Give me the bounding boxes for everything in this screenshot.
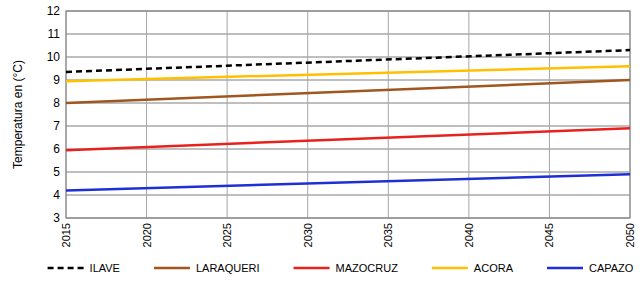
y-tick-label: 11 [48,27,61,41]
y-grid-line [66,57,630,58]
legend-swatch [547,267,583,270]
series-line [66,174,630,190]
y-grid-line [66,34,630,35]
chart: 3 4 5 6 7 8 9 10 11 12 2015 2020 2025 2030 2035 2040 204… [0,0,641,288]
grid [66,11,630,218]
x-tick-label: 2020 [141,223,153,247]
x-tick-label: 2040 [463,223,475,247]
y-tick-label: 10 [47,50,61,64]
legend-swatch [154,267,190,270]
x-grid-line [388,11,389,218]
y-tick-label: 12 [47,4,61,18]
legend-swatch [294,267,330,270]
y-tick-label: 3 [53,211,60,225]
x-tick-label: 2015 [60,223,72,247]
x-tick-label: 2050 [624,223,636,247]
y-grid-line [66,126,630,127]
y-grid-line [66,172,630,173]
x-tick-label: 2045 [543,223,555,247]
plot-frame [66,11,630,218]
y-axis-label: Temperatura en (°C) [11,60,25,169]
y-grid-line [66,149,630,150]
x-grid-line [549,11,550,218]
legend: ILAVE LARAQUERI MAZOCRUZ ACORA CAPAZO [48,262,634,274]
legend-swatch [432,267,468,270]
legend-label: LARAQUERI [196,262,260,274]
x-grid-line [307,11,308,218]
x-tick-label: 2035 [382,223,394,247]
y-tick-label: 7 [53,119,60,133]
legend-label: MAZOCRUZ [336,262,399,274]
y-tick-label: 8 [53,96,60,110]
y-tick-label: 6 [53,142,60,156]
series-line [66,128,630,150]
legend-label: CAPAZO [589,262,634,274]
x-grid-line [468,11,469,218]
y-grid-line [66,103,630,104]
y-grid-line [66,195,630,196]
series-line [66,80,630,103]
x-tick-label: 2030 [302,223,314,247]
x-tick-label: 2025 [221,223,233,247]
legend-label: ACORA [474,262,514,274]
y-tick-label: 4 [53,188,60,202]
y-tick-label: 9 [53,73,60,87]
series-line [66,66,630,81]
legend-swatch [48,267,84,270]
y-tick-label: 5 [53,165,60,179]
series-group [66,50,630,190]
legend-label: ILAVE [90,262,120,274]
